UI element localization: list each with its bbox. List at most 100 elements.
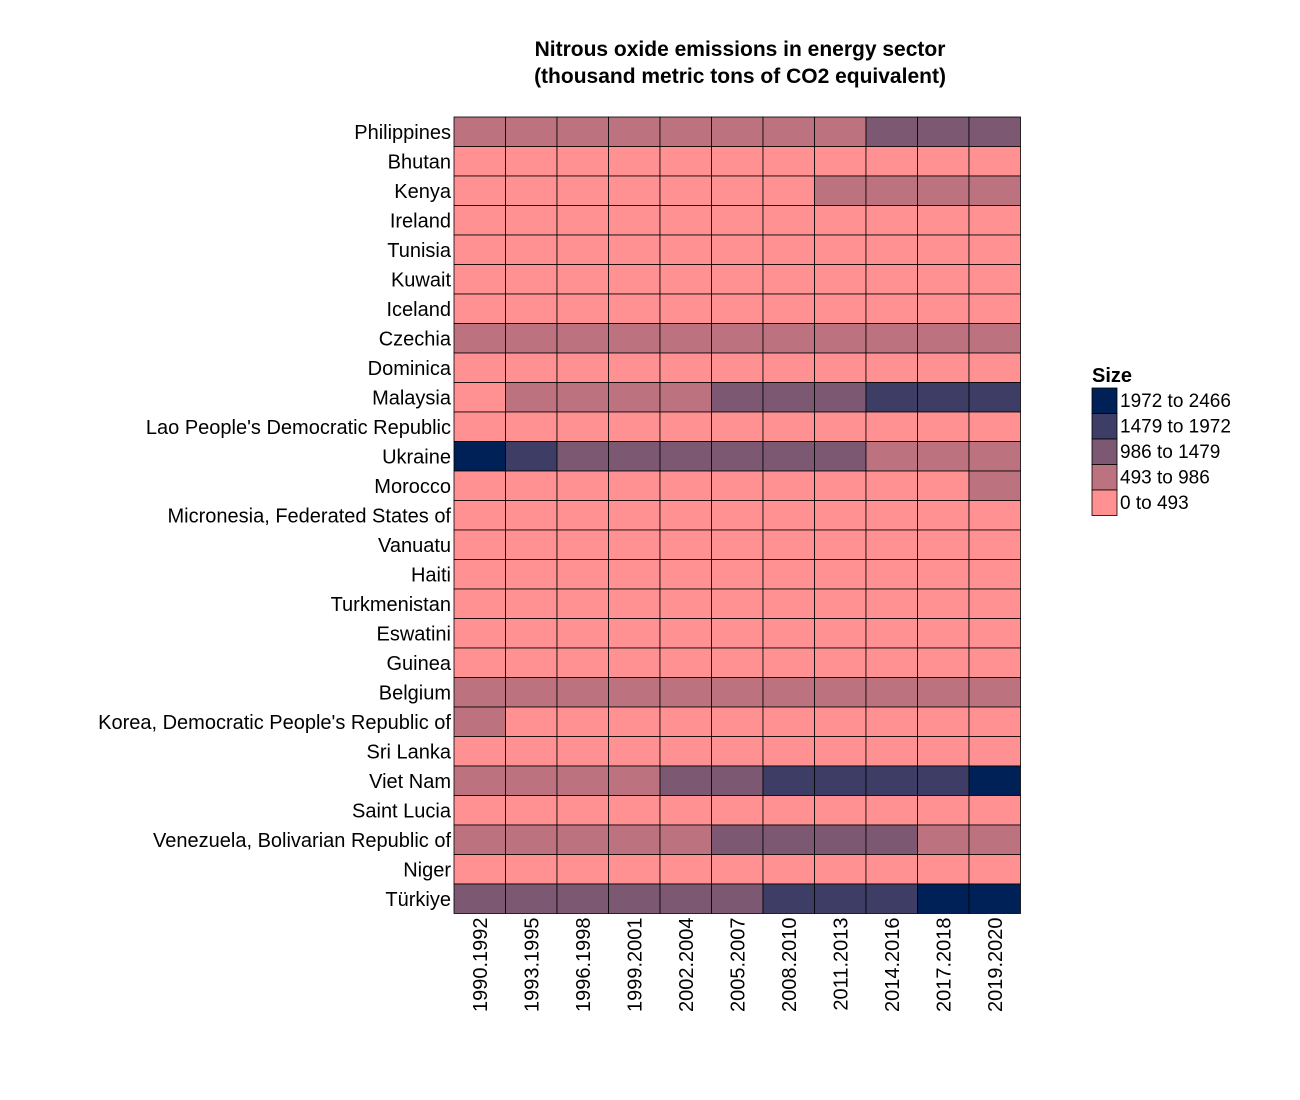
- heatmap-cell: [505, 677, 558, 708]
- legend-label: 0 to 493: [1120, 493, 1189, 514]
- heatmap-cell: [917, 146, 970, 177]
- heatmap-cell: [814, 500, 867, 531]
- heatmap-cell: [659, 647, 712, 678]
- y-tick-label: Philippines: [354, 122, 451, 144]
- heatmap-cell: [505, 765, 558, 796]
- heatmap-cell: [865, 765, 918, 796]
- heatmap-cell: [814, 146, 867, 177]
- heatmap-cell: [711, 441, 764, 472]
- y-tick-label: Bhutan: [388, 151, 451, 173]
- heatmap-cell: [968, 854, 1021, 885]
- heatmap-cell: [659, 323, 712, 354]
- heatmap-cell: [968, 323, 1021, 354]
- heatmap-cell: [968, 116, 1021, 147]
- legend-label: 1972 to 2466: [1120, 391, 1231, 412]
- heatmap-cell: [556, 618, 609, 649]
- heatmap-cell: [659, 352, 712, 383]
- y-tick-label: Kenya: [394, 181, 452, 203]
- heatmap-cell: [659, 677, 712, 708]
- heatmap-cell: [453, 588, 506, 619]
- heatmap-cell: [505, 883, 558, 914]
- x-tick-label: 2002.2004: [676, 918, 698, 1013]
- heatmap-cell: [453, 824, 506, 855]
- x-tick-label: 1996.1998: [573, 918, 595, 1013]
- heatmap-cell: [917, 293, 970, 324]
- x-tick-label: 1990.1992: [470, 918, 492, 1013]
- heatmap-cell: [505, 116, 558, 147]
- heatmap-cell: [659, 470, 712, 501]
- heatmap-cell: [762, 264, 815, 295]
- heatmap-cell: [711, 677, 764, 708]
- y-tick-label: Türkiye: [385, 889, 451, 911]
- heatmap-cell: [762, 500, 815, 531]
- heatmap-cell: [762, 854, 815, 885]
- heatmap-cell: [762, 175, 815, 206]
- heatmap-cell: [968, 706, 1021, 737]
- heatmap-cell: [556, 677, 609, 708]
- heatmap-cell: [608, 146, 661, 177]
- heatmap-cell: [917, 824, 970, 855]
- heatmap-cell: [814, 854, 867, 885]
- heatmap-cell: [505, 382, 558, 413]
- heatmap-cell: [917, 382, 970, 413]
- y-tick-label: Viet Nam: [369, 771, 451, 793]
- heatmap-cell: [762, 382, 815, 413]
- heatmap-cell: [968, 647, 1021, 678]
- heatmap-cell: [762, 234, 815, 265]
- legend: Size 1972 to 2466 1479 to 1972 986 to 1479 4…: [1091, 365, 1231, 516]
- heatmap-cell: [762, 588, 815, 619]
- heatmap-cell: [762, 765, 815, 796]
- heatmap-cell: [762, 706, 815, 737]
- heatmap-cell: [968, 529, 1021, 560]
- heatmap-cell: [505, 706, 558, 737]
- heatmap-cell: [659, 883, 712, 914]
- heatmap-cell: [556, 411, 609, 442]
- y-tick-label: Niger: [403, 859, 451, 881]
- heatmap-cell: [608, 529, 661, 560]
- heatmap-cell: [608, 588, 661, 619]
- heatmap-cell: [608, 470, 661, 501]
- heatmap-cell: [814, 441, 867, 472]
- x-tick-label: 2014.2016: [882, 918, 904, 1013]
- heatmap-cell: [917, 559, 970, 590]
- heatmap-cell: [659, 618, 712, 649]
- heatmap-cell: [608, 559, 661, 590]
- heatmap-cell: [917, 175, 970, 206]
- legend-swatch: [1091, 438, 1118, 465]
- heatmap-cell: [556, 293, 609, 324]
- heatmap-cell: [968, 382, 1021, 413]
- heatmap-cell: [711, 795, 764, 826]
- heatmap-cell: [453, 618, 506, 649]
- heatmap-cell: [505, 559, 558, 590]
- x-axis-labels: 1990.1992 1993.1995 1996.1998 1999.2001 2002…: [470, 918, 1007, 1013]
- heatmap-cell: [968, 500, 1021, 531]
- heatmap-cell: [814, 824, 867, 855]
- heatmap-cell: [556, 470, 609, 501]
- heatmap-cell: [505, 293, 558, 324]
- heatmap-cell: [453, 411, 506, 442]
- heatmap-cell: [865, 146, 918, 177]
- heatmap-cell: [865, 559, 918, 590]
- heatmap-cell: [968, 559, 1021, 590]
- heatmap-cell: [865, 411, 918, 442]
- heatmap-cell: [505, 323, 558, 354]
- y-tick-label: Guinea: [387, 653, 452, 675]
- heatmap-cell: [762, 116, 815, 147]
- heatmap-cell: [608, 175, 661, 206]
- heatmap-cell: [865, 323, 918, 354]
- heatmap-cell: [865, 795, 918, 826]
- heatmap-cell: [814, 588, 867, 619]
- heatmap-cell: [659, 411, 712, 442]
- heatmap-cell: [814, 382, 867, 413]
- heatmap-cell: [453, 529, 506, 560]
- heatmap-cell: [711, 736, 764, 767]
- y-tick-label: Tunisia: [387, 240, 452, 262]
- heatmap-cell: [762, 677, 815, 708]
- heatmap-cell: [608, 647, 661, 678]
- heatmap-cell: [814, 234, 867, 265]
- heatmap-cell: [608, 323, 661, 354]
- heatmap-cell: [865, 706, 918, 737]
- heatmap-cell: [453, 382, 506, 413]
- heatmap-cell: [968, 411, 1021, 442]
